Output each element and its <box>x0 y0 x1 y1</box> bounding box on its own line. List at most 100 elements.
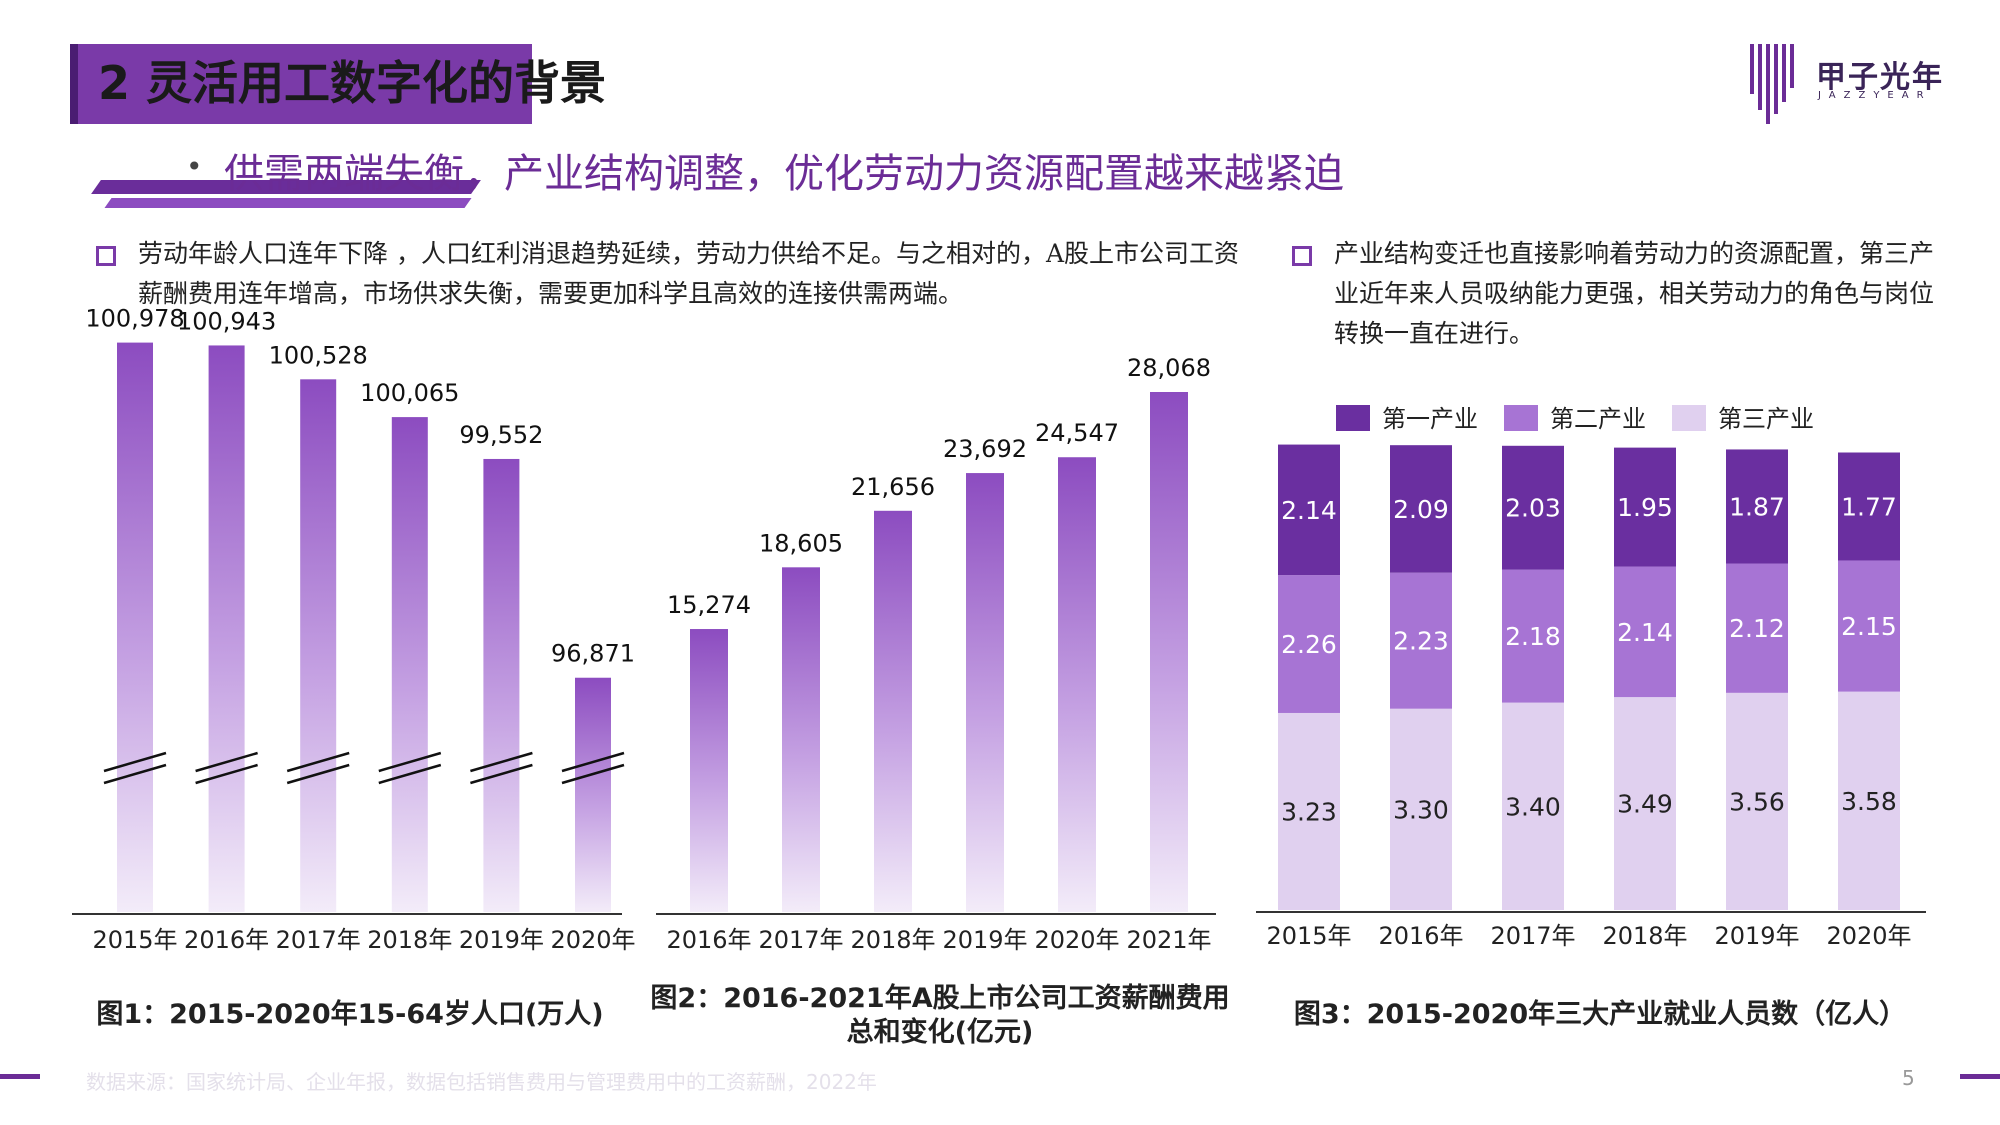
axis-break-mark <box>195 763 258 785</box>
industry-segment-label: 3.56 <box>1729 787 1785 816</box>
chart1-caption: 图1：2015-2020年15-64岁人口(万人) <box>96 999 604 1030</box>
industry-segment-label: 2.03 <box>1505 494 1561 523</box>
population-value-label: 100,978 <box>85 305 184 333</box>
wage-value-label: 23,692 <box>943 435 1027 463</box>
industry-segment-label: 2.26 <box>1281 630 1337 659</box>
chart2-caption: 图2：2016-2021年A股上市公司工资薪酬费用总和变化(亿元) <box>650 983 1230 1048</box>
chart-population: 100,978 2015年 100,943 2016年 100,528 2017年 100,… <box>72 305 636 954</box>
wage-value-label: 21,656 <box>851 473 935 501</box>
legend-swatch <box>1336 405 1370 431</box>
legend-swatch <box>1504 405 1538 431</box>
population-category-label: 2019年 <box>459 926 544 954</box>
population-value-label: 96,871 <box>551 640 635 668</box>
legend-swatch <box>1672 405 1706 431</box>
population-category-label: 2017年 <box>276 926 361 954</box>
wage-bar <box>1150 392 1188 912</box>
industry-category-label: 2018年 <box>1602 922 1687 950</box>
industry-segment-label: 1.95 <box>1617 493 1673 522</box>
population-value-label: 100,528 <box>269 341 368 369</box>
subtitle-bullet: • <box>186 150 203 183</box>
industry-segment <box>1614 447 1676 567</box>
wage-category-label: 2020年 <box>1034 926 1119 954</box>
wage-bar <box>690 629 728 912</box>
data-source: 数据来源：国家统计局、企业年报，数据包括销售费用与管理费用中的工资薪酬，2022… <box>86 1070 877 1094</box>
title-bar <box>70 44 532 124</box>
industry-segment-label: 2.09 <box>1393 495 1449 524</box>
legend-label: 第三产业 <box>1718 405 1814 433</box>
population-value-label: 99,552 <box>459 421 543 449</box>
industry-segment-label: 3.40 <box>1505 792 1561 821</box>
industry-segment <box>1838 560 1900 692</box>
description-left: 劳动年龄人口连年下降 ，人口红利消退趋势延续，劳动力供给不足。与之相对的，A股上… <box>138 239 1240 308</box>
subtitle: 供需两端失衡，产业结构调整，优化劳动力资源配置越来越紧迫 <box>224 151 1344 197</box>
population-bar <box>483 458 520 912</box>
industry-segment <box>1726 449 1788 564</box>
square-bullet-icon <box>1292 246 1312 266</box>
wage-bar <box>782 567 820 912</box>
chart-wages: 15,274 2016年 18,605 2017年 21,656 2018年 23,692 2… <box>656 354 1216 954</box>
industry-segment-label: 3.49 <box>1617 790 1673 819</box>
footer-accent <box>1960 1074 2000 1079</box>
industry-segment <box>1838 452 1900 561</box>
industry-segment <box>1502 445 1564 570</box>
logo-subtext: JAZZYEAR <box>1818 90 1932 101</box>
wage-category-label: 2017年 <box>758 926 843 954</box>
wage-value-label: 18,605 <box>759 529 843 557</box>
industry-segment-label: 1.77 <box>1841 492 1897 521</box>
industry-category-label: 2017年 <box>1490 922 1575 950</box>
industry-segment-label: 2.15 <box>1841 612 1897 641</box>
wage-category-label: 2016年 <box>666 926 751 954</box>
industry-category-label: 2020年 <box>1826 922 1911 950</box>
industry-segment-label: 3.30 <box>1393 795 1449 824</box>
chart-industry-employment: 第一产业 第二产业 第三产业 3.23 2.26 2.14 2015年 3.30 2.23 2.0… <box>1256 405 1926 950</box>
industry-segment <box>1502 569 1564 703</box>
population-value-label: 100,943 <box>177 307 276 335</box>
industry-segment <box>1726 563 1788 693</box>
page-number: 5 <box>1902 1066 1915 1090</box>
population-bar <box>575 677 611 912</box>
industry-segment <box>1278 575 1340 713</box>
wage-category-label: 2021年 <box>1126 926 1211 954</box>
legend-label: 第二产业 <box>1550 405 1646 433</box>
population-category-label: 2016年 <box>184 926 269 954</box>
logo-name: 甲子光年 <box>1816 60 1944 95</box>
population-category-label: 2018年 <box>367 926 452 954</box>
industry-segment <box>1502 702 1564 910</box>
industry-segment <box>1278 444 1340 576</box>
population-bar <box>300 379 337 912</box>
jazzyear-logo-icon <box>1750 44 1794 124</box>
wage-bar <box>1058 457 1096 912</box>
population-bar <box>391 417 428 912</box>
axis-break-mark <box>561 763 625 785</box>
industry-segment-label: 1.87 <box>1729 492 1785 521</box>
page-title: 2 灵活用工数字化的背景 <box>98 56 607 110</box>
axis-break-mark <box>103 763 167 785</box>
industry-segment-label: 3.58 <box>1841 787 1897 816</box>
industry-segment <box>1726 692 1788 910</box>
wage-category-label: 2018年 <box>850 926 935 954</box>
industry-segment-label: 2.18 <box>1505 622 1561 651</box>
industry-category-label: 2016年 <box>1378 922 1463 950</box>
wage-bar <box>874 510 912 912</box>
square-bullet-icon <box>96 246 116 266</box>
chart3-caption: 图3：2015-2020年三大产业就业人员数（亿人） <box>1293 999 1907 1030</box>
industry-segment-label: 2.14 <box>1617 618 1673 647</box>
industry-segment <box>1614 697 1676 910</box>
industry-segment <box>1390 572 1452 709</box>
axis-break-mark <box>470 763 533 785</box>
wage-value-label: 28,068 <box>1127 354 1211 382</box>
wage-value-label: 15,274 <box>667 591 751 619</box>
population-category-label: 2020年 <box>550 926 635 954</box>
axis-break-mark <box>378 751 442 773</box>
industry-segment <box>1390 445 1452 573</box>
industry-segment <box>1614 566 1676 698</box>
population-bar <box>208 345 245 913</box>
industry-category-label: 2015年 <box>1266 922 1351 950</box>
population-value-label: 100,065 <box>360 379 459 407</box>
axis-break-mark <box>195 751 258 773</box>
industry-segment <box>1390 708 1452 910</box>
description-right: 产业结构变迁也直接影响着劳动力的资源配置，第三产业近年来人员吸纳能力更强，相关劳… <box>1334 239 1935 348</box>
wage-bar <box>966 473 1004 912</box>
industry-segment-label: 2.12 <box>1729 614 1785 643</box>
